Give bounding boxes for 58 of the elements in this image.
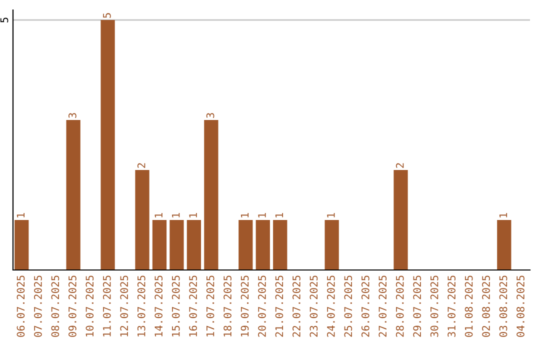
data-label: 1 xyxy=(16,213,25,218)
x-tick-label: 31.07.2025 xyxy=(448,276,456,337)
x-tick-label: 15.07.2025 xyxy=(172,276,180,336)
data-label: 2 xyxy=(137,163,146,168)
bar xyxy=(394,170,408,270)
x-tick-label: 14.07.2025 xyxy=(154,276,163,336)
x-tick-label: 25.07.2025 xyxy=(344,276,352,337)
data-label: 1 xyxy=(154,213,162,218)
x-tick-label: 26.07.2025 xyxy=(361,276,370,337)
x-tick-label: 27.07.2025 xyxy=(378,276,387,337)
data-label: 3 xyxy=(206,113,214,118)
x-tick-label: 29.07.2025 xyxy=(413,276,422,337)
bar xyxy=(324,220,339,270)
data-label: 1 xyxy=(172,213,180,218)
x-tick-label: 06.07.2025 xyxy=(16,276,25,337)
data-label: 1 xyxy=(499,213,508,218)
x-tick-label: 10.07.2025 xyxy=(86,276,94,336)
bar xyxy=(238,220,253,270)
x-tick-label: 08.07.2025 xyxy=(51,276,60,337)
data-label: 2 xyxy=(396,163,404,168)
data-label: 5 xyxy=(103,13,111,18)
x-tick-label: 19.07.2025 xyxy=(240,276,249,336)
x-tick-label: 02.08.2025 xyxy=(482,276,490,337)
data-label: 1 xyxy=(327,213,335,218)
x-tick-label: 17.07.2025 xyxy=(206,276,214,336)
bar xyxy=(497,220,512,270)
x-tick-label: 20.07.2025 xyxy=(258,276,266,337)
x-tick-label: 21.07.2025 xyxy=(275,276,284,337)
x-tick-label: 22.07.2025 xyxy=(292,276,300,337)
data-label: 1 xyxy=(240,213,249,218)
bar xyxy=(256,220,270,270)
x-tick-label: 04.08.2025 xyxy=(516,276,524,337)
bar xyxy=(152,220,167,270)
bar xyxy=(100,20,115,270)
bar xyxy=(186,220,202,270)
x-tick-label: 09.07.2025 xyxy=(68,276,76,337)
x-tick-label: 03.08.2025 xyxy=(499,276,508,337)
x-tick-label: 16.07.2025 xyxy=(189,276,197,336)
data-label: 1 xyxy=(189,213,197,218)
bar xyxy=(135,170,150,270)
bar xyxy=(204,120,218,270)
x-tick-label: 11.07.2025 xyxy=(102,276,111,336)
x-tick-label: 13.07.2025 xyxy=(137,276,146,336)
x-tick-label: 18.07.2025 xyxy=(224,276,232,336)
bar xyxy=(273,220,288,270)
x-tick-label: 07.07.2025 xyxy=(34,276,42,337)
x-tick-label: 24.07.2025 xyxy=(326,276,335,337)
data-label: 1 xyxy=(275,213,284,218)
x-tick-label: 28.07.2025 xyxy=(396,276,404,337)
bar xyxy=(14,220,29,270)
x-tick-label: 30.07.2025 xyxy=(430,276,438,337)
bar xyxy=(66,120,80,270)
x-tick-label: 23.07.2025 xyxy=(310,276,318,337)
x-tick-label: 12.07.2025 xyxy=(120,276,128,336)
data-label: 3 xyxy=(68,113,76,118)
x-tick-label: 01.08.2025 xyxy=(464,276,473,337)
data-label: 1 xyxy=(258,213,266,218)
bar xyxy=(170,220,184,270)
